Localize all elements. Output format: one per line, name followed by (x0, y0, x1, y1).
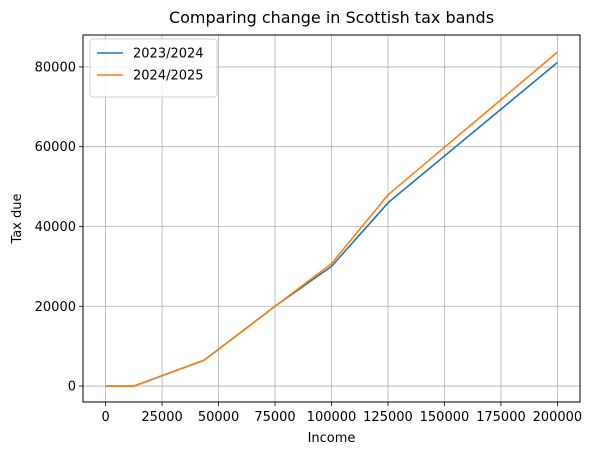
legend-label-2: 2024/2025 (133, 69, 204, 84)
x-ticks: 0 25000 50000 75000 100000 125000 150000 175000… (101, 402, 582, 425)
x-tick-label: 0 (101, 410, 109, 425)
y-axis-label: Tax due (10, 193, 25, 244)
y-tick-label: 80000 (35, 60, 76, 75)
y-tick-label: 40000 (35, 220, 76, 235)
y-tick-label: 0 (68, 380, 76, 395)
chart-title: Comparing change in Scottish tax bands (169, 8, 494, 27)
series-lines (105, 51, 558, 387)
x-tick-label: 150000 (420, 410, 470, 425)
x-tick-label: 75000 (254, 410, 295, 425)
x-tick-label: 50000 (198, 410, 239, 425)
x-tick-label: 100000 (307, 410, 357, 425)
y-ticks: 0 20000 40000 60000 80000 (35, 60, 83, 395)
legend-label-1: 2023/2024 (133, 47, 204, 62)
x-axis-label: Income (308, 431, 356, 446)
y-tick-label: 20000 (35, 300, 76, 315)
x-tick-label: 200000 (533, 410, 583, 425)
series-line-2 (105, 51, 558, 387)
grid (83, 35, 580, 402)
legend: 2023/2024 2024/2025 (89, 38, 218, 98)
x-tick-label: 175000 (476, 410, 526, 425)
x-tick-label: 125000 (363, 410, 413, 425)
x-tick-label: 25000 (141, 410, 182, 425)
y-tick-label: 60000 (35, 140, 76, 155)
